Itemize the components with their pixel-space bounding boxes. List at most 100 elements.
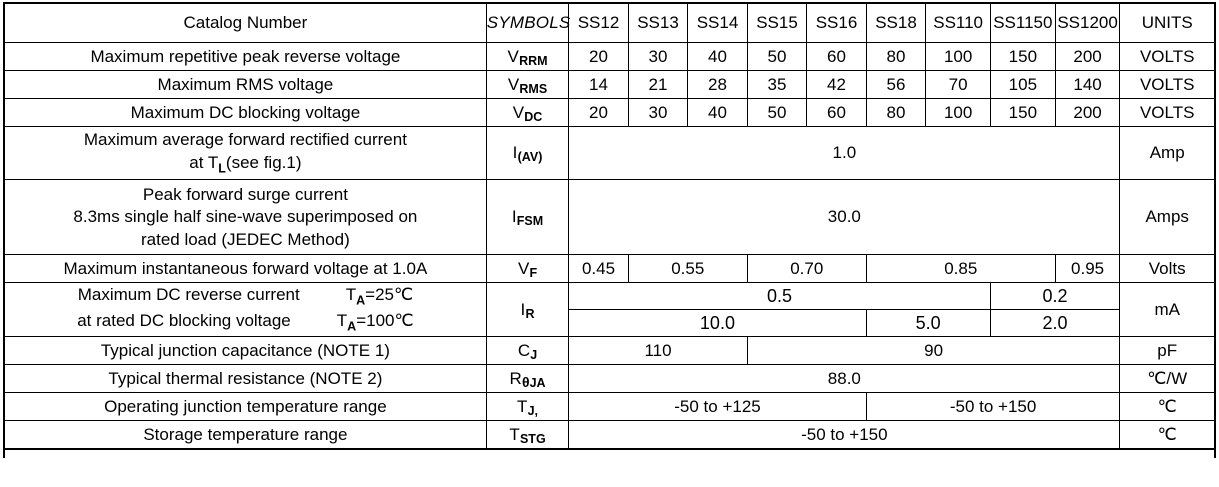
cell-value: 30: [627, 98, 689, 127]
row-description-line: rated load (JEDEC Method): [140, 229, 350, 249]
table-row: Typical junction capacitance (NOTE 1) CJ…: [3, 336, 1216, 365]
row-symbol: IFSM: [485, 179, 570, 255]
cell-value: 5.0: [865, 309, 991, 336]
cell-value-merged: 88.0: [568, 364, 1121, 393]
symbol-base: V: [512, 102, 525, 122]
symbol-base: R: [509, 368, 522, 388]
symbol-base: V: [517, 258, 530, 278]
symbol-subscript: θJA: [521, 373, 546, 390]
subtable-row-100c: 10.0 5.0 2.0: [569, 309, 1120, 336]
symbol-base: T: [517, 396, 528, 416]
row-units: VOLTS: [1119, 42, 1216, 71]
part-header-ss18: SS18: [865, 2, 927, 43]
cell-value: 10.0: [569, 309, 867, 336]
part-header-ss13: SS13: [627, 2, 689, 43]
cell-value-merged: 30.0: [568, 179, 1121, 255]
cell-value: -50 to +150: [865, 392, 1121, 421]
cell-value: 0.95: [1054, 254, 1121, 283]
reverse-current-subtable-cell: 0.5 0.2 10.0 5.0 2.0: [568, 282, 1121, 337]
symbol-base: I: [512, 143, 518, 163]
cell-value: 30: [627, 42, 689, 71]
cell-value: 35: [746, 70, 808, 99]
row-symbol: IR: [485, 282, 570, 337]
symbol-subscript: RRM: [519, 53, 548, 68]
symbol-base: I: [520, 299, 526, 319]
cell-value: 80: [865, 98, 927, 127]
cell-value: 40: [687, 98, 748, 127]
cell-value: 150: [989, 42, 1056, 71]
symbol-base: V: [507, 46, 520, 66]
row-symbol: I(AV): [485, 126, 570, 180]
cell-value: 0.55: [627, 254, 748, 283]
cell-value: 200: [1054, 42, 1121, 71]
row-description: Maximum DC blocking voltage: [3, 98, 487, 127]
cell-value: 40: [687, 42, 748, 71]
cell-value: 100: [925, 42, 991, 71]
table-row: Peak forward surge current 8.3ms single …: [3, 179, 1216, 255]
row-description-line: at TL(see fig.1): [189, 152, 302, 176]
symbols-header: SYMBOLS: [485, 2, 570, 43]
cell-value: 14: [568, 70, 629, 99]
cell-value: 90: [746, 336, 1121, 365]
symbol-subscript: R: [525, 306, 535, 321]
symbol-subscript: DC: [524, 109, 543, 124]
cell-value: 20: [568, 42, 629, 71]
row-description-line: Maximum average forward rectified curren…: [83, 130, 407, 150]
row-units: VOLTS: [1119, 98, 1216, 127]
electrical-characteristics-table: Catalog Number SYMBOLS SS12 SS13 SS14 SS…: [3, 2, 1216, 450]
row-description: Maximum repetitive peak reverse voltage: [3, 42, 487, 71]
catalog-number-label: Catalog Number: [183, 13, 308, 33]
row-units: Amp: [1119, 126, 1216, 180]
row-description-line: Maximum DC reverse current TA=25℃: [77, 285, 414, 308]
row-units: ℃/W: [1119, 364, 1216, 393]
cell-value: 60: [806, 98, 867, 127]
row-symbol: TSTG: [485, 420, 570, 450]
cell-value: 80: [865, 42, 927, 71]
symbol-base: V: [507, 74, 520, 94]
part-header-ss110: SS110: [925, 2, 991, 43]
reverse-current-subtable: 0.5 0.2 10.0 5.0 2.0: [569, 283, 1120, 336]
row-description: Maximum RMS voltage: [3, 70, 487, 99]
symbol-base: T: [509, 424, 520, 444]
row-symbol: TJ,: [485, 392, 570, 421]
row-units: ℃: [1119, 392, 1216, 421]
cell-value: 0.5: [569, 283, 991, 310]
row-symbol: CJ: [485, 336, 570, 365]
catalog-number-header: Catalog Number: [3, 2, 487, 43]
row-symbol: VRRM: [485, 42, 570, 71]
row-description: Operating junction temperature range: [3, 392, 487, 421]
units-header: UNITS: [1119, 2, 1216, 43]
cell-value: 28: [687, 70, 748, 99]
cell-value: 56: [865, 70, 927, 99]
table-row: Maximum DC reverse current TA=25℃ at rate…: [3, 282, 1216, 337]
part-header-ss16: SS16: [806, 2, 867, 43]
cell-value: 105: [989, 70, 1056, 99]
symbol-subscript: J,: [527, 403, 539, 418]
row-description: Maximum DC reverse current TA=25℃ at rate…: [3, 282, 487, 337]
table-row: Maximum instantaneous forward voltage at…: [3, 254, 1216, 283]
cell-value: 140: [1054, 70, 1121, 99]
cell-value-merged: -50 to +150: [568, 420, 1121, 450]
symbol-base: I: [511, 207, 517, 227]
table-row: Maximum DC blocking voltage VDC 20 30 40…: [3, 98, 1216, 127]
row-description: Maximum instantaneous forward voltage at…: [3, 254, 487, 283]
cell-value: 0.45: [568, 254, 629, 283]
row-description: Maximum average forward rectified curren…: [3, 126, 487, 180]
part-header-ss1200: SS1200: [1054, 2, 1121, 43]
row-description-line: Peak forward surge current: [142, 184, 348, 204]
table-row: Maximum average forward rectified curren…: [3, 126, 1216, 180]
row-units: pF: [1119, 336, 1216, 365]
cell-value: 42: [806, 70, 867, 99]
row-symbol: VDC: [485, 98, 570, 127]
symbol-subscript: F: [529, 265, 538, 280]
cell-value: 50: [746, 98, 808, 127]
row-description: Storage temperature range: [3, 420, 487, 450]
table-bottom-continuation: [3, 450, 1216, 458]
row-units: VOLTS: [1119, 70, 1216, 99]
cell-value: 2.0: [989, 309, 1120, 336]
part-header-ss14: SS14: [687, 2, 748, 43]
table-row: Maximum repetitive peak reverse voltage …: [3, 42, 1216, 71]
symbol-subscript: RMS: [519, 81, 548, 96]
row-description: Peak forward surge current 8.3ms single …: [3, 179, 487, 255]
